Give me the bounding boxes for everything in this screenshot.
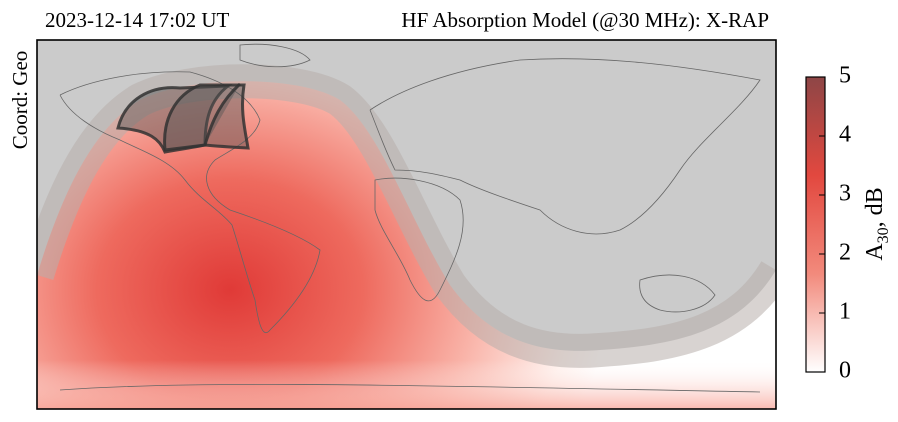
colorbar-tick-label: 5 [839, 63, 851, 89]
timestamp: 2023-12-14 17:02 UT [45, 8, 229, 32]
radar-fov [116, 82, 250, 154]
colorbar-tick-label: 1 [839, 299, 851, 325]
day-side [37, 81, 776, 409]
label-main: A [862, 243, 888, 261]
colorbar-label: A30, dB [862, 187, 892, 260]
south-band [37, 360, 776, 409]
label-suffix: , dB [862, 187, 888, 227]
map-frame [36, 39, 777, 410]
map [37, 40, 776, 409]
colorbar-fill [805, 76, 826, 373]
terminator-band [37, 64, 776, 368]
label-sub: 30 [875, 227, 892, 243]
title: HF Absorption Model (@30 MHz): X-RAP [401, 8, 769, 32]
coord-label: Coord: Geo [8, 51, 32, 150]
coastlines [59, 43, 761, 393]
colorbar-tick-label: 2 [839, 240, 851, 266]
colorbar: 0 1 2 3 4 5 [805, 63, 851, 384]
colorbar-tick-label: 3 [839, 181, 851, 207]
colorbar-tick-label: 0 [839, 358, 851, 384]
colorbar-tick-label: 4 [839, 122, 851, 148]
